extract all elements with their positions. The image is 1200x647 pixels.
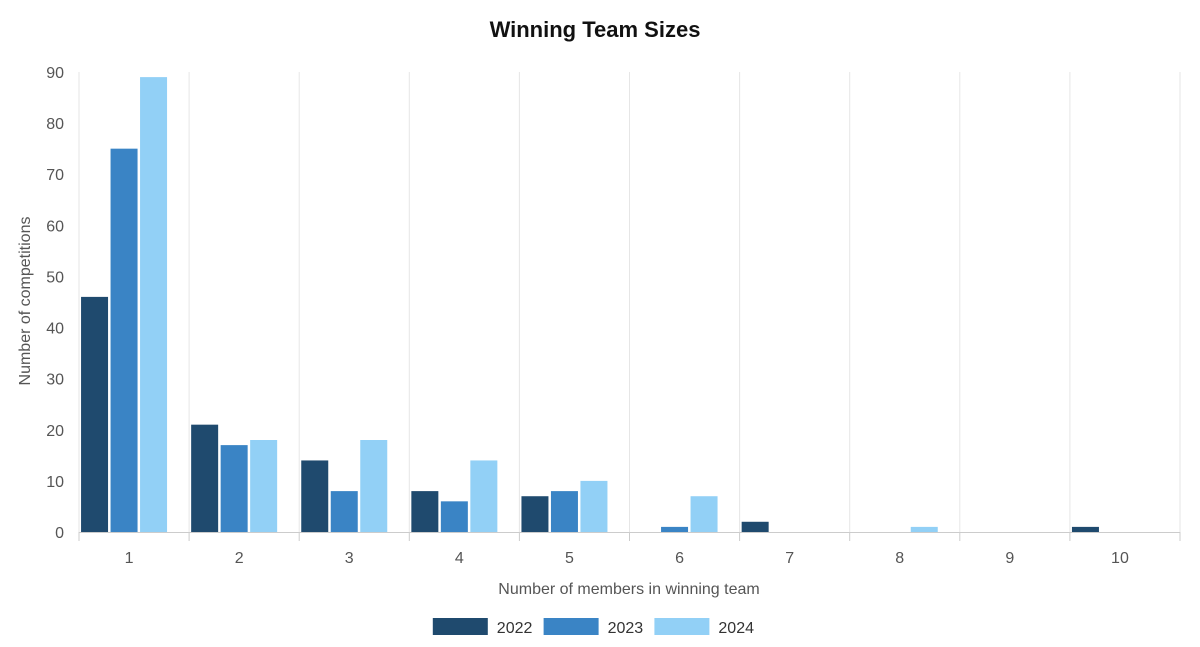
legend: 2022 2023 2024 [432, 618, 754, 637]
x-tick-label: 5 [565, 550, 574, 567]
x-tick-label: 10 [1111, 550, 1129, 567]
bar-2022-5 [521, 496, 549, 532]
bar-2023-1 [110, 148, 138, 532]
legend-item-2023[interactable]: 2023 [543, 618, 644, 637]
bar-2022-4 [411, 491, 439, 532]
x-tick-label: 7 [785, 550, 794, 567]
legend-label: 2023 [608, 620, 644, 637]
y-axis-label: Number of competitions [17, 217, 34, 386]
legend-item-2022[interactable]: 2022 [432, 618, 533, 637]
legend-item-2024[interactable]: 2024 [654, 618, 754, 637]
bar-2024-5 [580, 480, 608, 532]
x-tick-label: 8 [895, 550, 904, 567]
y-tick-label: 20 [46, 423, 64, 440]
legend-label: 2024 [718, 620, 754, 637]
legend-label: 2022 [497, 620, 533, 637]
y-tick-label: 50 [46, 269, 64, 286]
x-axis-label: Number of members in winning team [498, 581, 759, 598]
bar-2023-3 [330, 491, 358, 532]
grid-lines [78, 72, 1181, 532]
bars [81, 77, 1099, 532]
x-tick-label: 6 [675, 550, 684, 567]
bar-2023-5 [550, 491, 578, 532]
y-tick-label: 60 [46, 218, 64, 235]
y-tick-label: 30 [46, 372, 64, 389]
y-tick-label: 70 [46, 167, 64, 184]
legend-swatch [432, 618, 488, 635]
bar-2023-2 [220, 445, 248, 532]
x-tick-label: 1 [125, 550, 134, 567]
x-tick-label: 9 [1005, 550, 1014, 567]
y-tick-label: 10 [46, 474, 64, 491]
bar-2022-1 [81, 296, 109, 532]
bar-2024-6 [690, 496, 718, 532]
bar-2024-4 [470, 460, 498, 532]
bar-2024-2 [250, 440, 278, 532]
y-tick-label: 90 [46, 65, 64, 82]
bar-2023-6 [661, 526, 689, 532]
x-tick-label: 4 [455, 550, 464, 567]
axes: 1 2 3 4 5 6 7 8 9 10 0 10 20 30 40 50 60 70 80 90 [46, 65, 1181, 567]
bar-2022-2 [191, 424, 219, 532]
y-tick-label: 0 [55, 525, 64, 542]
legend-swatch [543, 618, 599, 635]
y-tick-label: 80 [46, 116, 64, 133]
legend-swatch [654, 618, 710, 635]
bar-2023-4 [440, 501, 468, 532]
bar-2024-1 [140, 77, 168, 532]
y-tick-label: 40 [46, 321, 64, 338]
chart-title: Winning Team Sizes [490, 17, 701, 42]
bar-2022-10 [1071, 526, 1099, 532]
x-tick-label: 3 [345, 550, 354, 567]
bar-2022-7 [741, 521, 769, 532]
bar-2024-3 [360, 440, 388, 532]
bar-2022-3 [301, 460, 329, 532]
bar-2024-8 [910, 526, 938, 532]
x-tick-label: 2 [235, 550, 244, 567]
